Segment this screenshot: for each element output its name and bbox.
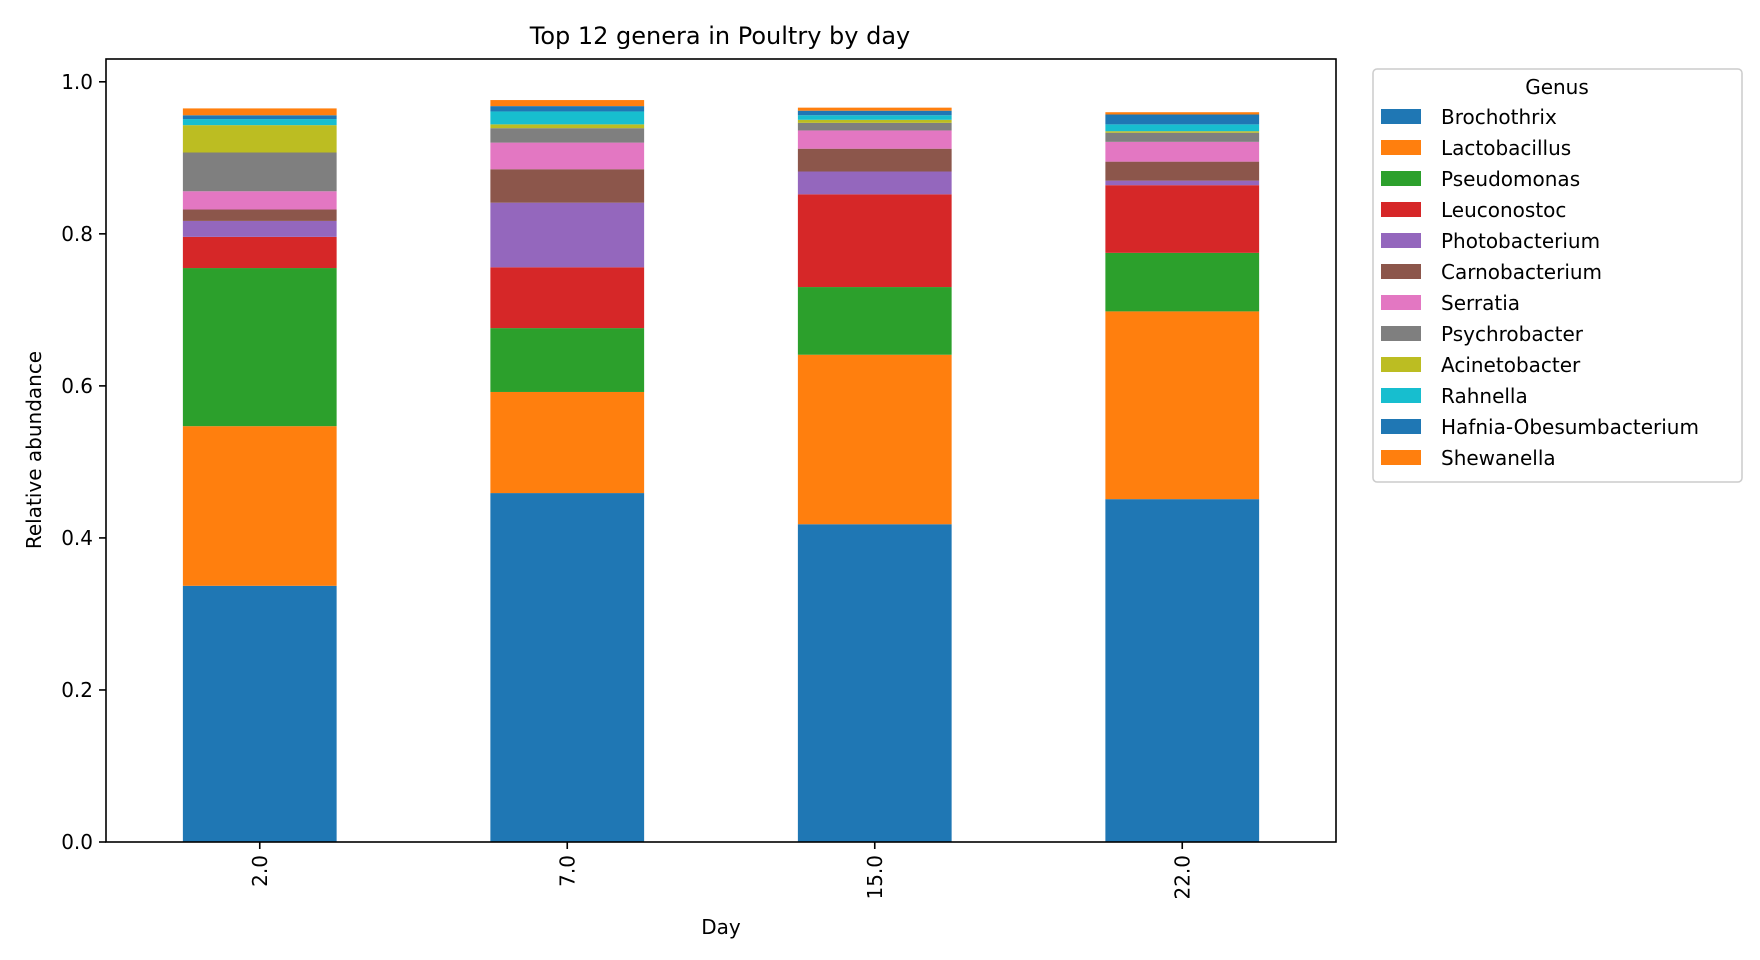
legend-items: Brochothrix Lactobacillus Pseudomonas Leuco… (1381, 105, 1699, 470)
legend-swatch (1381, 295, 1421, 310)
bar-segment-carnobacterium-day-22.0 (1105, 161, 1260, 181)
x-tick-label: 15.0 (863, 855, 887, 900)
bar-segment-shewanella-day-22.0 (1105, 112, 1260, 115)
y-axis-label: Relative abundance (22, 351, 46, 549)
bar-segment-serratia-day-15.0 (797, 130, 952, 149)
bar-segment-carnobacterium-day-7.0 (490, 169, 645, 203)
legend-label: Lactobacillus (1441, 136, 1571, 160)
legend-swatch (1381, 326, 1421, 341)
bar-segment-carnobacterium-day-15.0 (797, 148, 952, 172)
bar-segment-rahnella-day-7.0 (490, 111, 645, 125)
legend-swatch (1381, 109, 1421, 124)
legend-swatch (1381, 419, 1421, 434)
bar-segment-acinetobacter-day-2.0 (182, 125, 337, 153)
bar-segment-rahnella-day-22.0 (1105, 124, 1260, 132)
legend-label: Rahnella (1441, 384, 1528, 408)
legend-label: Shewanella (1441, 446, 1556, 470)
legend-label: Carnobacterium (1441, 260, 1602, 284)
legend-label: Serratia (1441, 291, 1520, 315)
bar-segment-photobacterium-day-15.0 (797, 171, 952, 195)
bar-segment-brochothrix-day-15.0 (797, 524, 952, 842)
bar-segment-hafnia-obesumbacterium-day-7.0 (490, 106, 645, 112)
y-tick-label: 0.6 (61, 374, 93, 398)
legend-label: Brochothrix (1441, 105, 1557, 129)
bar-segment-lactobacillus-day-15.0 (797, 354, 952, 525)
bar-segment-shewanella-day-15.0 (797, 107, 952, 111)
bar-segment-photobacterium-day-22.0 (1105, 180, 1260, 186)
bar-segment-psychrobacter-day-2.0 (182, 152, 337, 192)
legend-swatch (1381, 171, 1421, 186)
x-axis: 2.0 7.0 15.0 22.0 (248, 842, 1194, 900)
y-tick-label: 0.0 (61, 830, 93, 854)
bar-segment-hafnia-obesumbacterium-day-22.0 (1105, 114, 1260, 125)
bar-segment-photobacterium-day-7.0 (490, 202, 645, 268)
bar-segment-shewanella-day-7.0 (490, 100, 645, 107)
bar-segment-carnobacterium-day-2.0 (182, 209, 337, 221)
legend-swatch (1381, 140, 1421, 155)
bar-segment-acinetobacter-day-22.0 (1105, 131, 1260, 133)
bar-segment-acinetobacter-day-15.0 (797, 119, 952, 123)
legend-swatch (1381, 264, 1421, 279)
x-tick-label: 22.0 (1170, 855, 1194, 900)
bar-segment-leuconostoc-day-7.0 (490, 267, 645, 329)
bar-segment-hafnia-obesumbacterium-day-15.0 (797, 110, 952, 116)
bars-layer (182, 100, 1260, 842)
bar-segment-serratia-day-22.0 (1105, 141, 1260, 162)
bar-segment-brochothrix-day-22.0 (1105, 499, 1260, 842)
legend-label: Acinetobacter (1441, 353, 1581, 377)
bar-segment-photobacterium-day-2.0 (182, 220, 337, 237)
bar-segment-lactobacillus-day-7.0 (490, 391, 645, 494)
bar-segment-pseudomonas-day-15.0 (797, 287, 952, 355)
legend-label: Photobacterium (1441, 229, 1600, 253)
y-axis: 0.0 0.2 0.4 0.6 0.8 1.0 (61, 70, 106, 854)
legend-label: Leuconostoc (1441, 198, 1566, 222)
y-tick-label: 0.2 (61, 678, 93, 702)
bar-segment-psychrobacter-day-22.0 (1105, 132, 1260, 142)
bar-segment-psychrobacter-day-7.0 (490, 128, 645, 143)
bar-segment-hafnia-obesumbacterium-day-2.0 (182, 115, 337, 120)
y-tick-label: 1.0 (61, 70, 93, 94)
y-tick-label: 0.8 (61, 222, 93, 246)
bar-segment-brochothrix-day-2.0 (182, 585, 337, 842)
bar-segment-shewanella-day-2.0 (182, 108, 337, 116)
legend: Genus Brochothrix Lactobacillus Pseudomona… (1372, 68, 1743, 483)
x-axis-label: Day (701, 915, 741, 939)
legend-swatch (1381, 357, 1421, 372)
legend-label: Pseudomonas (1441, 167, 1580, 191)
x-tick-label: 7.0 (555, 855, 579, 887)
bar-segment-psychrobacter-day-15.0 (797, 122, 952, 131)
y-tick-label: 0.4 (61, 526, 93, 550)
legend-box (1372, 68, 1743, 483)
bar-segment-pseudomonas-day-22.0 (1105, 252, 1260, 312)
bar-segment-serratia-day-2.0 (182, 191, 337, 210)
bar-segment-lactobacillus-day-22.0 (1105, 311, 1260, 500)
legend-title: Genus (1525, 75, 1589, 99)
legend-label: Psychrobacter (1441, 322, 1584, 346)
bar-segment-pseudomonas-day-2.0 (182, 268, 337, 427)
bar-segment-leuconostoc-day-15.0 (797, 194, 952, 288)
x-tick-label: 2.0 (248, 855, 272, 887)
legend-swatch (1381, 450, 1421, 465)
bar-segment-brochothrix-day-7.0 (490, 493, 645, 842)
bar-segment-acinetobacter-day-7.0 (490, 124, 645, 129)
bar-segment-leuconostoc-day-22.0 (1105, 185, 1260, 253)
bar-segment-rahnella-day-2.0 (182, 119, 337, 126)
chart-title: Top 12 genera in Poultry by day (529, 22, 910, 50)
bar-segment-serratia-day-7.0 (490, 142, 645, 170)
bar-segment-leuconostoc-day-2.0 (182, 236, 337, 269)
plot-frame (105, 58, 1337, 843)
legend-swatch (1381, 233, 1421, 248)
bar-segment-pseudomonas-day-7.0 (490, 328, 645, 392)
legend-swatch (1381, 388, 1421, 403)
bar-segment-rahnella-day-15.0 (797, 115, 952, 120)
legend-label: Hafnia-Obesumbacterium (1441, 415, 1699, 439)
legend-swatch (1381, 202, 1421, 217)
bar-segment-lactobacillus-day-2.0 (182, 426, 337, 586)
